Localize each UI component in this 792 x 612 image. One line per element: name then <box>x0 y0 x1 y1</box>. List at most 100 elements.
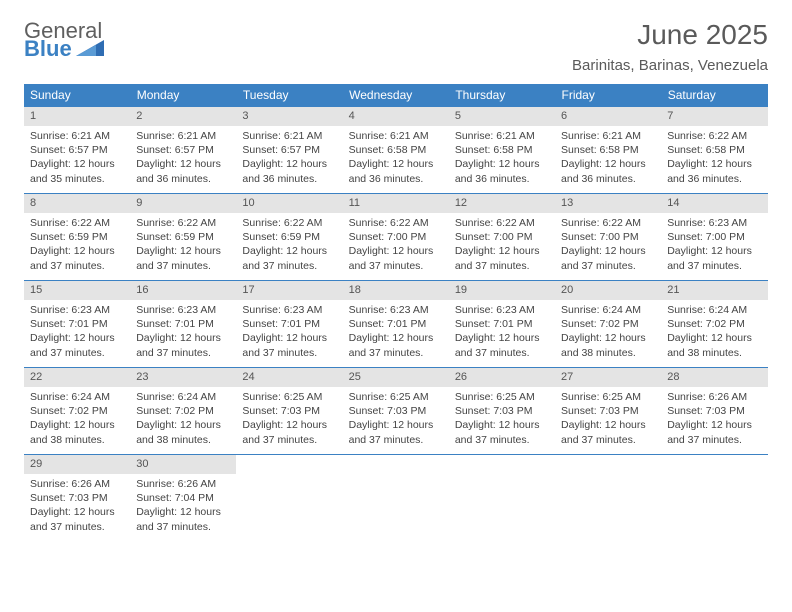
page: General Blue June 2025 Barinitas, Barina… <box>0 0 792 612</box>
day-data: Sunrise: 6:23 AMSunset: 7:01 PMDaylight:… <box>24 300 130 366</box>
daylight-line: Daylight: 12 hours and 36 minutes. <box>561 157 655 185</box>
day-box: 30Sunrise: 6:26 AMSunset: 7:04 PMDayligh… <box>130 455 236 541</box>
daylight-line: Daylight: 12 hours and 37 minutes. <box>349 244 443 272</box>
day-number: 8 <box>24 194 130 213</box>
sunset-line: Sunset: 7:00 PM <box>455 230 549 244</box>
day-data: Sunrise: 6:22 AMSunset: 7:00 PMDaylight:… <box>449 213 555 279</box>
day-number: 22 <box>24 368 130 387</box>
calendar-cell: 14Sunrise: 6:23 AMSunset: 7:00 PMDayligh… <box>661 193 767 280</box>
sunrise-line: Sunrise: 6:23 AM <box>667 216 761 230</box>
day-number: 18 <box>343 281 449 300</box>
sunset-line: Sunset: 7:02 PM <box>667 317 761 331</box>
day-box: 26Sunrise: 6:25 AMSunset: 7:03 PMDayligh… <box>449 368 555 454</box>
day-data: Sunrise: 6:24 AMSunset: 7:02 PMDaylight:… <box>130 387 236 453</box>
sunrise-line: Sunrise: 6:26 AM <box>30 477 124 491</box>
day-box: 25Sunrise: 6:25 AMSunset: 7:03 PMDayligh… <box>343 368 449 454</box>
empty-day <box>343 455 449 541</box>
calendar-cell: 1Sunrise: 6:21 AMSunset: 6:57 PMDaylight… <box>24 107 130 194</box>
day-box: 19Sunrise: 6:23 AMSunset: 7:01 PMDayligh… <box>449 281 555 367</box>
day-box: 1Sunrise: 6:21 AMSunset: 6:57 PMDaylight… <box>24 107 130 193</box>
sunrise-line: Sunrise: 6:22 AM <box>242 216 336 230</box>
empty-day <box>661 455 767 541</box>
sunrise-line: Sunrise: 6:22 AM <box>667 129 761 143</box>
day-box: 18Sunrise: 6:23 AMSunset: 7:01 PMDayligh… <box>343 281 449 367</box>
day-number: 5 <box>449 107 555 126</box>
day-box: 4Sunrise: 6:21 AMSunset: 6:58 PMDaylight… <box>343 107 449 193</box>
calendar-cell: 2Sunrise: 6:21 AMSunset: 6:57 PMDaylight… <box>130 107 236 194</box>
daylight-line: Daylight: 12 hours and 38 minutes. <box>667 331 761 359</box>
calendar-cell: 8Sunrise: 6:22 AMSunset: 6:59 PMDaylight… <box>24 193 130 280</box>
calendar-cell <box>555 454 661 541</box>
calendar-cell <box>343 454 449 541</box>
day-number: 23 <box>130 368 236 387</box>
daylight-line: Daylight: 12 hours and 37 minutes. <box>561 244 655 272</box>
day-data: Sunrise: 6:21 AMSunset: 6:57 PMDaylight:… <box>24 126 130 192</box>
calendar-cell: 6Sunrise: 6:21 AMSunset: 6:58 PMDaylight… <box>555 107 661 194</box>
daylight-line: Daylight: 12 hours and 37 minutes. <box>136 331 230 359</box>
day-data: Sunrise: 6:25 AMSunset: 7:03 PMDaylight:… <box>555 387 661 453</box>
weekday-header-row: Sunday Monday Tuesday Wednesday Thursday… <box>24 84 768 107</box>
day-number: 20 <box>555 281 661 300</box>
day-number: 21 <box>661 281 767 300</box>
weekday-header: Sunday <box>24 84 130 107</box>
sunset-line: Sunset: 6:58 PM <box>667 143 761 157</box>
calendar-week-row: 1Sunrise: 6:21 AMSunset: 6:57 PMDaylight… <box>24 107 768 194</box>
sunrise-line: Sunrise: 6:22 AM <box>349 216 443 230</box>
sunrise-line: Sunrise: 6:23 AM <box>136 303 230 317</box>
day-box: 21Sunrise: 6:24 AMSunset: 7:02 PMDayligh… <box>661 281 767 367</box>
day-data: Sunrise: 6:25 AMSunset: 7:03 PMDaylight:… <box>449 387 555 453</box>
sunset-line: Sunset: 7:02 PM <box>136 404 230 418</box>
day-data: Sunrise: 6:24 AMSunset: 7:02 PMDaylight:… <box>24 387 130 453</box>
day-data: Sunrise: 6:23 AMSunset: 7:00 PMDaylight:… <box>661 213 767 279</box>
sunset-line: Sunset: 6:57 PM <box>242 143 336 157</box>
day-box: 7Sunrise: 6:22 AMSunset: 6:58 PMDaylight… <box>661 107 767 193</box>
day-data: Sunrise: 6:21 AMSunset: 6:58 PMDaylight:… <box>343 126 449 192</box>
daylight-line: Daylight: 12 hours and 37 minutes. <box>242 244 336 272</box>
daylight-line: Daylight: 12 hours and 35 minutes. <box>30 157 124 185</box>
daylight-line: Daylight: 12 hours and 36 minutes. <box>667 157 761 185</box>
day-number: 28 <box>661 368 767 387</box>
day-box: 11Sunrise: 6:22 AMSunset: 7:00 PMDayligh… <box>343 194 449 280</box>
day-data: Sunrise: 6:23 AMSunset: 7:01 PMDaylight:… <box>236 300 342 366</box>
sunset-line: Sunset: 6:57 PM <box>136 143 230 157</box>
daylight-line: Daylight: 12 hours and 37 minutes. <box>455 418 549 446</box>
day-number: 2 <box>130 107 236 126</box>
day-data: Sunrise: 6:22 AMSunset: 6:58 PMDaylight:… <box>661 126 767 192</box>
day-number: 16 <box>130 281 236 300</box>
title-block: June 2025 Barinitas, Barinas, Venezuela <box>572 20 768 74</box>
day-number: 3 <box>236 107 342 126</box>
sunset-line: Sunset: 7:01 PM <box>455 317 549 331</box>
sunrise-line: Sunrise: 6:24 AM <box>30 390 124 404</box>
weekday-header: Monday <box>130 84 236 107</box>
day-number: 29 <box>24 455 130 474</box>
sunrise-line: Sunrise: 6:24 AM <box>561 303 655 317</box>
daylight-line: Daylight: 12 hours and 38 minutes. <box>136 418 230 446</box>
calendar-cell: 25Sunrise: 6:25 AMSunset: 7:03 PMDayligh… <box>343 367 449 454</box>
calendar-cell <box>661 454 767 541</box>
calendar-cell: 20Sunrise: 6:24 AMSunset: 7:02 PMDayligh… <box>555 280 661 367</box>
month-title: June 2025 <box>572 20 768 51</box>
calendar-cell: 11Sunrise: 6:22 AMSunset: 7:00 PMDayligh… <box>343 193 449 280</box>
weekday-header: Wednesday <box>343 84 449 107</box>
day-number: 10 <box>236 194 342 213</box>
sunset-line: Sunset: 6:59 PM <box>242 230 336 244</box>
daylight-line: Daylight: 12 hours and 37 minutes. <box>349 418 443 446</box>
daylight-line: Daylight: 12 hours and 38 minutes. <box>30 418 124 446</box>
daylight-line: Daylight: 12 hours and 37 minutes. <box>30 331 124 359</box>
daylight-line: Daylight: 12 hours and 36 minutes. <box>349 157 443 185</box>
sunrise-line: Sunrise: 6:25 AM <box>349 390 443 404</box>
day-box: 3Sunrise: 6:21 AMSunset: 6:57 PMDaylight… <box>236 107 342 193</box>
day-box: 10 Sunrise: 6:22 AMSunset: 6:59 PMDayligh… <box>236 194 342 280</box>
day-box: 9Sunrise: 6:22 AMSunset: 6:59 PMDaylight… <box>130 194 236 280</box>
calendar-cell: 12Sunrise: 6:22 AMSunset: 7:00 PMDayligh… <box>449 193 555 280</box>
sunrise-line: Sunrise: 6:21 AM <box>349 129 443 143</box>
day-box: 28Sunrise: 6:26 AMSunset: 7:03 PMDayligh… <box>661 368 767 454</box>
day-data: Sunrise: 6:21 AMSunset: 6:57 PMDaylight:… <box>130 126 236 192</box>
day-number: 17 <box>236 281 342 300</box>
daylight-line: Daylight: 12 hours and 37 minutes. <box>136 244 230 272</box>
sunrise-line: Sunrise: 6:21 AM <box>136 129 230 143</box>
day-data: Sunrise: 6:24 AMSunset: 7:02 PMDaylight:… <box>555 300 661 366</box>
sunset-line: Sunset: 7:01 PM <box>30 317 124 331</box>
day-data: Sunrise: 6:23 AMSunset: 7:01 PMDaylight:… <box>343 300 449 366</box>
sunset-line: Sunset: 7:02 PM <box>561 317 655 331</box>
